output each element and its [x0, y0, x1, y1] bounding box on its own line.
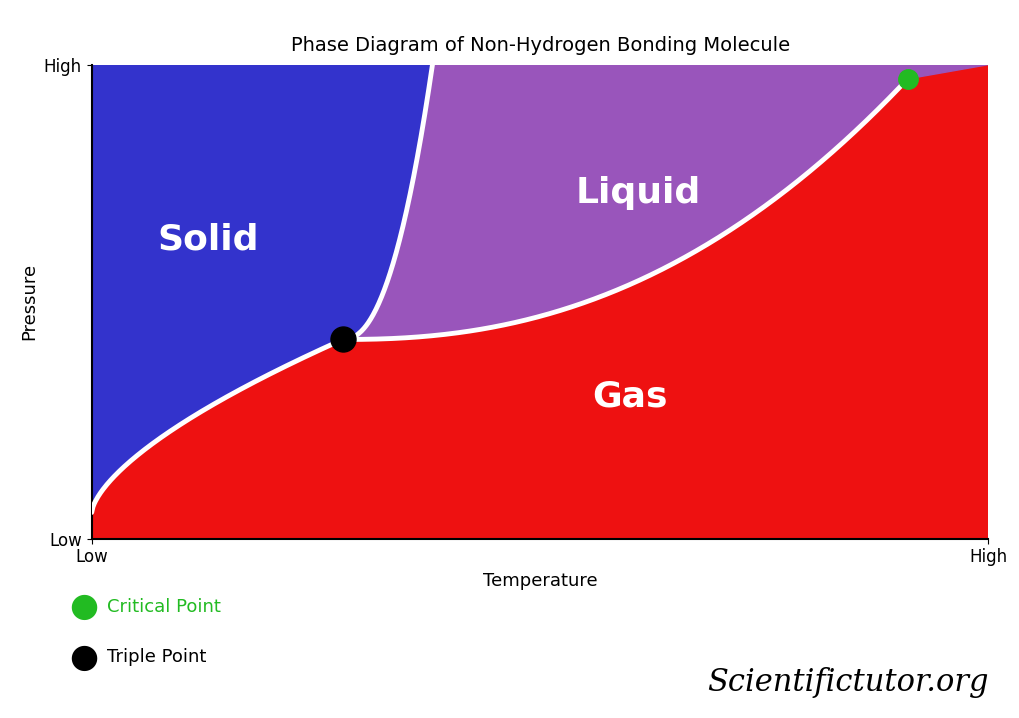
Text: Triple Point: Triple Point — [107, 648, 207, 666]
Text: Critical Point: Critical Point — [107, 597, 221, 616]
Text: ●: ● — [69, 640, 99, 673]
Polygon shape — [92, 65, 988, 538]
X-axis label: Temperature: Temperature — [483, 572, 597, 589]
Text: Solid: Solid — [158, 223, 259, 257]
Title: Phase Diagram of Non-Hydrogen Bonding Molecule: Phase Diagram of Non-Hydrogen Bonding Mo… — [290, 36, 790, 55]
Text: Liquid: Liquid — [576, 176, 701, 210]
Y-axis label: Pressure: Pressure — [20, 263, 39, 340]
Polygon shape — [92, 65, 432, 538]
Text: ●: ● — [69, 590, 99, 623]
Polygon shape — [342, 65, 988, 340]
Text: Scientifictutor.org: Scientifictutor.org — [707, 666, 988, 698]
Text: Gas: Gas — [592, 379, 667, 414]
